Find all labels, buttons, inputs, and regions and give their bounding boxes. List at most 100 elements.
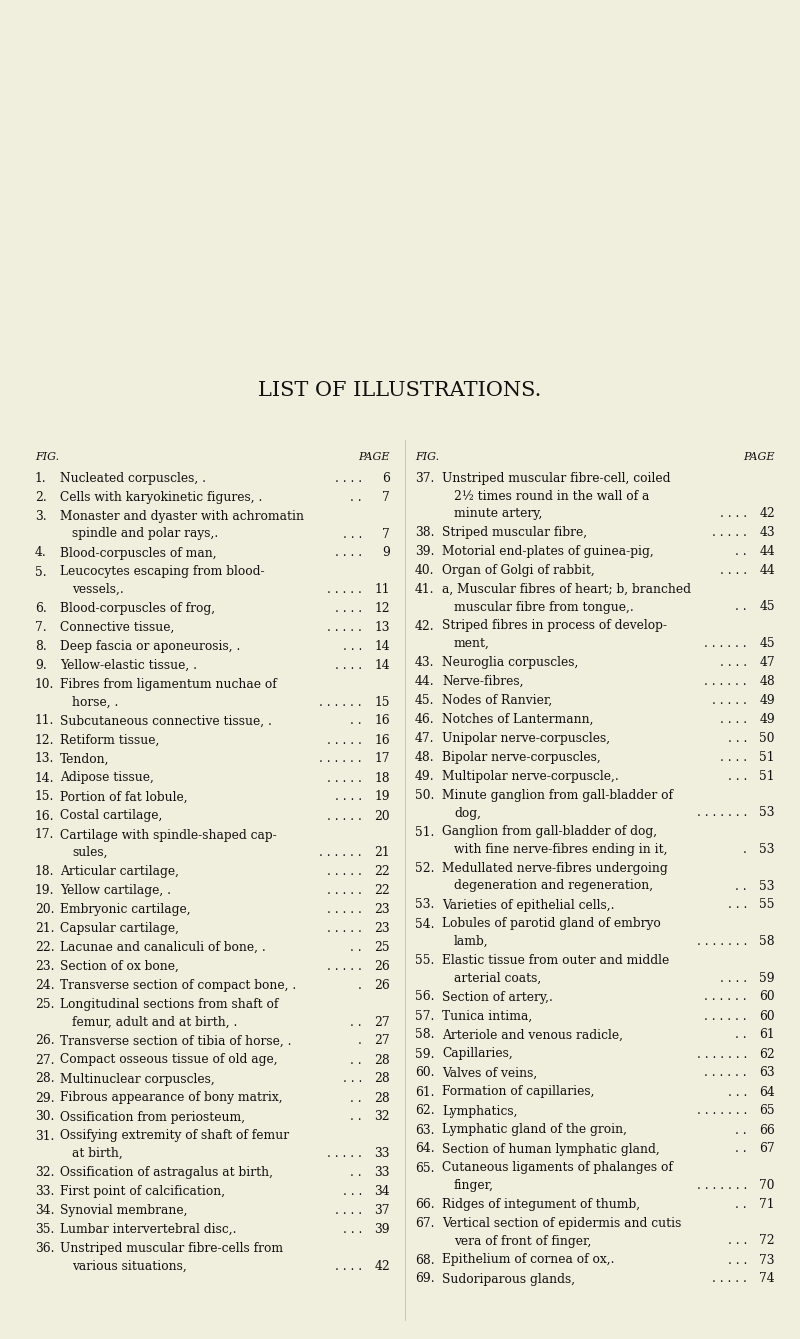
Text: 26: 26: [374, 960, 390, 973]
Text: Ossifying extremity of shaft of femur: Ossifying extremity of shaft of femur: [60, 1130, 289, 1142]
Text: 60.: 60.: [415, 1066, 434, 1079]
Text: 11.: 11.: [35, 715, 54, 727]
Text: Transverse section of tibia of horse, .: Transverse section of tibia of horse, .: [60, 1035, 291, 1047]
Text: . .: . .: [350, 1054, 362, 1066]
Text: 16.: 16.: [35, 810, 54, 822]
Text: 29.: 29.: [35, 1091, 54, 1105]
Text: 6.: 6.: [35, 603, 46, 615]
Text: 45: 45: [759, 637, 775, 649]
Text: Formation of capillaries,: Formation of capillaries,: [442, 1086, 594, 1098]
Text: Subcutaneous connective tissue, .: Subcutaneous connective tissue, .: [60, 715, 272, 727]
Text: 42: 42: [759, 507, 775, 520]
Text: 53: 53: [759, 806, 775, 819]
Text: Costal cartilage,: Costal cartilage,: [60, 810, 162, 822]
Text: . . .: . . .: [728, 1253, 747, 1267]
Text: 43.: 43.: [415, 656, 434, 670]
Text: 51: 51: [759, 770, 775, 783]
Text: 26: 26: [374, 979, 390, 992]
Text: 44: 44: [759, 564, 775, 577]
Text: 15: 15: [374, 695, 390, 708]
Text: 13.: 13.: [35, 753, 54, 766]
Text: Lobules of parotid gland of embryo: Lobules of parotid gland of embryo: [442, 917, 661, 931]
Text: 36.: 36.: [35, 1243, 54, 1255]
Text: . . . . .: . . . . .: [327, 923, 362, 935]
Text: Sudoriparous glands,: Sudoriparous glands,: [442, 1272, 575, 1285]
Text: 9: 9: [382, 546, 390, 560]
Text: 51.: 51.: [415, 826, 434, 838]
Text: FIG.: FIG.: [415, 453, 439, 462]
Text: 40.: 40.: [415, 564, 434, 577]
Text: 16: 16: [374, 734, 390, 747]
Text: . . . . .: . . . . .: [327, 771, 362, 785]
Text: 55.: 55.: [415, 953, 434, 967]
Text: . . . .: . . . .: [720, 751, 747, 765]
Text: . . . .: . . . .: [335, 659, 362, 672]
Text: Section of human lymphatic gland,: Section of human lymphatic gland,: [442, 1142, 660, 1156]
Text: Organ of Golgi of rabbit,: Organ of Golgi of rabbit,: [442, 564, 594, 577]
Text: . . . . .: . . . . .: [712, 1272, 747, 1285]
Text: Elastic tissue from outer and middle: Elastic tissue from outer and middle: [442, 953, 670, 967]
Text: 15.: 15.: [35, 790, 54, 803]
Text: . .: . .: [350, 1015, 362, 1028]
Text: 57.: 57.: [415, 1010, 434, 1023]
Text: . . . . . . .: . . . . . . .: [697, 935, 747, 948]
Text: 5.: 5.: [35, 565, 46, 578]
Text: . .: . .: [350, 1110, 362, 1123]
Text: 43: 43: [759, 526, 775, 540]
Text: 33: 33: [374, 1166, 390, 1180]
Text: 22: 22: [374, 865, 390, 878]
Text: . . .: . . .: [728, 732, 747, 744]
Text: 61.: 61.: [415, 1086, 434, 1098]
Text: . .: . .: [735, 1028, 747, 1042]
Text: 26.: 26.: [35, 1035, 54, 1047]
Text: .: .: [743, 844, 747, 856]
Text: 45: 45: [759, 600, 775, 613]
Text: minute artery,: minute artery,: [454, 507, 542, 520]
Text: . . . . .: . . . . .: [327, 902, 362, 916]
Text: 59.: 59.: [415, 1047, 434, 1060]
Text: 3.: 3.: [35, 510, 46, 524]
Text: 42: 42: [374, 1260, 390, 1272]
Text: Transverse section of compact bone, .: Transverse section of compact bone, .: [60, 979, 296, 992]
Text: 69.: 69.: [415, 1272, 434, 1285]
Text: 53: 53: [759, 844, 775, 856]
Text: Lacunae and canaliculi of bone, .: Lacunae and canaliculi of bone, .: [60, 941, 266, 953]
Text: 49: 49: [759, 694, 775, 707]
Text: 20: 20: [374, 810, 390, 822]
Text: 4.: 4.: [35, 546, 46, 560]
Text: 44: 44: [759, 545, 775, 558]
Text: 68.: 68.: [415, 1253, 434, 1267]
Text: Articular cartilage,: Articular cartilage,: [60, 865, 179, 878]
Text: Fibrous appearance of bony matrix,: Fibrous appearance of bony matrix,: [60, 1091, 282, 1105]
Text: 39: 39: [374, 1223, 390, 1236]
Text: . . .: . . .: [728, 1235, 747, 1248]
Text: Cutaneous ligaments of phalanges of: Cutaneous ligaments of phalanges of: [442, 1161, 673, 1174]
Text: Yellow-elastic tissue, .: Yellow-elastic tissue, .: [60, 659, 197, 672]
Text: 53.: 53.: [415, 898, 434, 912]
Text: 38.: 38.: [415, 526, 434, 540]
Text: Ossification of astragalus at birth,: Ossification of astragalus at birth,: [60, 1166, 273, 1180]
Text: 12: 12: [374, 603, 390, 615]
Text: . . . .: . . . .: [335, 546, 362, 560]
Text: 21: 21: [374, 846, 390, 860]
Text: 60: 60: [759, 1010, 775, 1023]
Text: . . .: . . .: [728, 770, 747, 783]
Text: . . . .: . . . .: [720, 564, 747, 577]
Text: . . . . . .: . . . . . .: [319, 846, 362, 860]
Text: . .: . .: [735, 600, 747, 613]
Text: . . . .: . . . .: [335, 1260, 362, 1272]
Text: 73: 73: [759, 1253, 775, 1267]
Text: with fine nerve-fibres ending in it,: with fine nerve-fibres ending in it,: [454, 844, 667, 856]
Text: . . . . . .: . . . . . .: [704, 637, 747, 649]
Text: . . . . . . .: . . . . . . .: [697, 1105, 747, 1118]
Text: 42.: 42.: [415, 620, 434, 632]
Text: . . . .: . . . .: [720, 712, 747, 726]
Text: 19: 19: [374, 790, 390, 803]
Text: 7: 7: [382, 528, 390, 541]
Text: 33.: 33.: [35, 1185, 54, 1198]
Text: Lymphatic gland of the groin,: Lymphatic gland of the groin,: [442, 1123, 627, 1137]
Text: 28.: 28.: [35, 1073, 54, 1086]
Text: 44.: 44.: [415, 675, 434, 688]
Text: PAGE: PAGE: [743, 453, 775, 462]
Text: 66.: 66.: [415, 1198, 434, 1210]
